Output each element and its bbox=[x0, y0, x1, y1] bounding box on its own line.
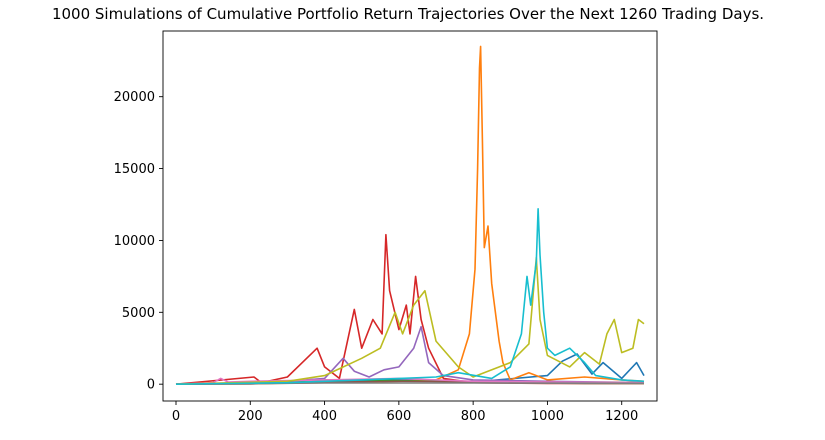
y-tick-label: 15000 bbox=[114, 162, 155, 177]
x-tick-label: 400 bbox=[312, 409, 337, 424]
ticks-layer: 0 200 400 600 800 1000 1200 0 5000 10000 15000 2000… bbox=[114, 90, 639, 424]
series-line-9 bbox=[175, 256, 645, 385]
x-tick-label: 1000 bbox=[531, 409, 564, 424]
chart-title: 1000 Simulations of Cumulative Portfolio… bbox=[52, 5, 764, 23]
x-tick-label: 200 bbox=[238, 409, 263, 424]
x-tick-label: 0 bbox=[172, 409, 180, 424]
series-layer bbox=[175, 45, 645, 386]
axes-layer bbox=[162, 30, 658, 402]
series-line-10 bbox=[175, 208, 645, 385]
plot-frame bbox=[162, 30, 658, 402]
y-tick-label: 20000 bbox=[114, 90, 155, 105]
y-tick-label: 0 bbox=[147, 378, 155, 393]
y-tick-label: 5000 bbox=[122, 306, 155, 321]
x-tick-label: 1200 bbox=[605, 409, 638, 424]
series-line-1 bbox=[175, 353, 645, 386]
x-tick-label: 600 bbox=[386, 409, 411, 424]
series-line-4 bbox=[175, 233, 644, 385]
y-tick-label: 10000 bbox=[114, 234, 155, 249]
x-tick-label: 800 bbox=[461, 409, 486, 424]
